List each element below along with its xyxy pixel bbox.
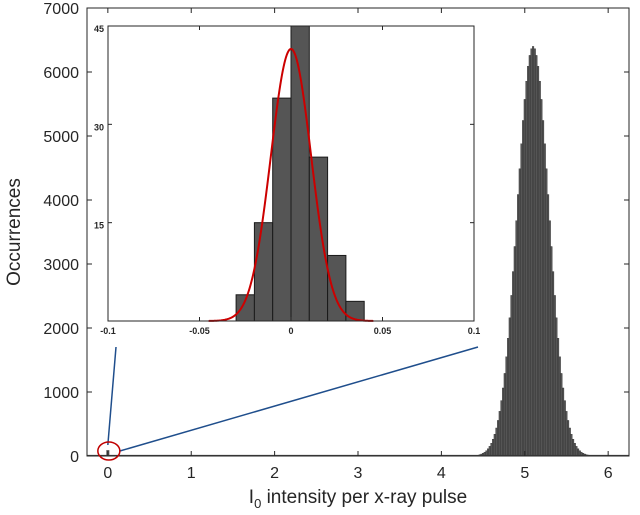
- main-bar: [542, 120, 545, 457]
- main-bar: [568, 427, 571, 457]
- main-bar: [517, 194, 520, 457]
- main-y-tick-label: 4000: [43, 193, 79, 210]
- inset-bar: [345, 300, 365, 322]
- main-bar: [490, 443, 493, 457]
- main-bar: [525, 80, 528, 457]
- main-bar: [563, 400, 566, 457]
- main-bar: [510, 295, 513, 457]
- connector-line-right: [119, 346, 479, 452]
- main-bar: [520, 143, 523, 457]
- x-axis-label-subscript: 0: [254, 496, 261, 511]
- main-bar: [532, 46, 535, 457]
- main-x-tick-label: 1: [187, 465, 196, 482]
- main-bar: [527, 66, 530, 457]
- main-bar: [560, 373, 563, 457]
- main-bar: [553, 295, 556, 457]
- main-bar: [523, 99, 526, 457]
- main-bar: [545, 168, 548, 457]
- main-bar: [548, 220, 551, 457]
- main-bar: [543, 143, 546, 457]
- inset-y-tick-label: 45: [94, 24, 104, 34]
- main-x-tick-label: 6: [604, 465, 613, 482]
- x-axis-label: I0 intensity per x-ray pulse: [249, 487, 467, 511]
- main-y-tick-label: 5000: [43, 129, 79, 146]
- inset-bar: [308, 156, 329, 322]
- main-bar: [492, 439, 495, 457]
- main-y-tick-label: 7000: [43, 1, 79, 18]
- main-bar: [495, 427, 498, 457]
- main-bar: [502, 387, 505, 457]
- inset-x-tick-label: -0.1: [100, 326, 116, 336]
- main-bar: [547, 194, 550, 457]
- inset-x-axis: -0.1 -0.05 0 0.05 0.1: [100, 26, 480, 336]
- main-y-tick-label: 1000: [43, 385, 79, 402]
- main-bar: [555, 317, 558, 457]
- inset-y-tick-label: 30: [94, 122, 104, 132]
- main-bar: [562, 387, 565, 457]
- inset-bar: [272, 97, 292, 322]
- inset-y-axis: 15 30 45: [94, 24, 474, 231]
- main-bar: [505, 356, 508, 457]
- main-bar: [552, 271, 555, 457]
- main-bar: [540, 99, 543, 457]
- main-bar: [567, 420, 570, 457]
- main-bar: [498, 411, 501, 457]
- main-y-axis: 0 1000 2000 3000 4000 5000 6000 7000: [43, 1, 629, 466]
- main-bar: [575, 446, 578, 457]
- main-bar: [500, 400, 503, 457]
- x-axis-label-rest: intensity per x-ray pulse: [261, 487, 467, 508]
- main-bar: [513, 246, 516, 457]
- main-bar: [533, 48, 536, 457]
- main-bar: [503, 373, 506, 457]
- main-bar: [497, 420, 500, 457]
- main-bar: [493, 433, 496, 457]
- main-x-tick-label: 2: [270, 465, 279, 482]
- inset-bar: [253, 222, 274, 322]
- main-bar: [535, 55, 538, 457]
- main-bar: [550, 246, 553, 457]
- inset-x-tick-label: 0: [288, 326, 293, 336]
- inset-histogram: -0.1 -0.05 0 0.05 0.1 15 30 45: [94, 24, 480, 336]
- main-bar: [572, 439, 575, 457]
- inset-y-tick-label: 15: [94, 221, 104, 231]
- main-y-tick-label: 0: [70, 449, 79, 466]
- main-bar: [515, 220, 518, 457]
- main-bar: [508, 317, 511, 457]
- main-bar: [565, 411, 568, 457]
- connector-line-left: [107, 346, 117, 446]
- inset-x-tick-label: -0.05: [189, 326, 210, 336]
- main-bar: [530, 48, 533, 457]
- main-x-tick-label: 3: [354, 465, 363, 482]
- inset-x-tick-label: 0.05: [374, 326, 392, 336]
- gaussian-fit-curve: [208, 47, 374, 322]
- main-bar: [537, 66, 540, 457]
- main-bar: [538, 80, 541, 457]
- main-bar: [488, 446, 491, 457]
- main-y-tick-label: 6000: [43, 65, 79, 82]
- main-x-tick-label: 0: [103, 465, 112, 482]
- main-bar: [573, 443, 576, 457]
- y-axis-label: Occurrences: [4, 178, 25, 286]
- main-x-tick-label: 4: [437, 465, 446, 482]
- zoom-highlight: [97, 346, 479, 461]
- main-y-tick-label: 3000: [43, 257, 79, 274]
- main-bar: [522, 120, 525, 457]
- main-bar: [528, 55, 531, 457]
- main-bar: [518, 168, 521, 457]
- main-bar: [558, 356, 561, 457]
- main-x-tick-label: 5: [520, 465, 529, 482]
- main-x-axis: 0 1 2 3 4 5 6: [103, 8, 613, 482]
- main-y-tick-label: 2000: [43, 321, 79, 338]
- main-bar: [570, 433, 573, 457]
- highlight-ellipse: [97, 441, 121, 461]
- main-bar: [512, 271, 515, 457]
- main-bar: [557, 338, 560, 457]
- inset-x-tick-label: 0.1: [468, 326, 481, 336]
- main-bar: [507, 338, 510, 457]
- x-axis-label-main: I: [249, 487, 254, 508]
